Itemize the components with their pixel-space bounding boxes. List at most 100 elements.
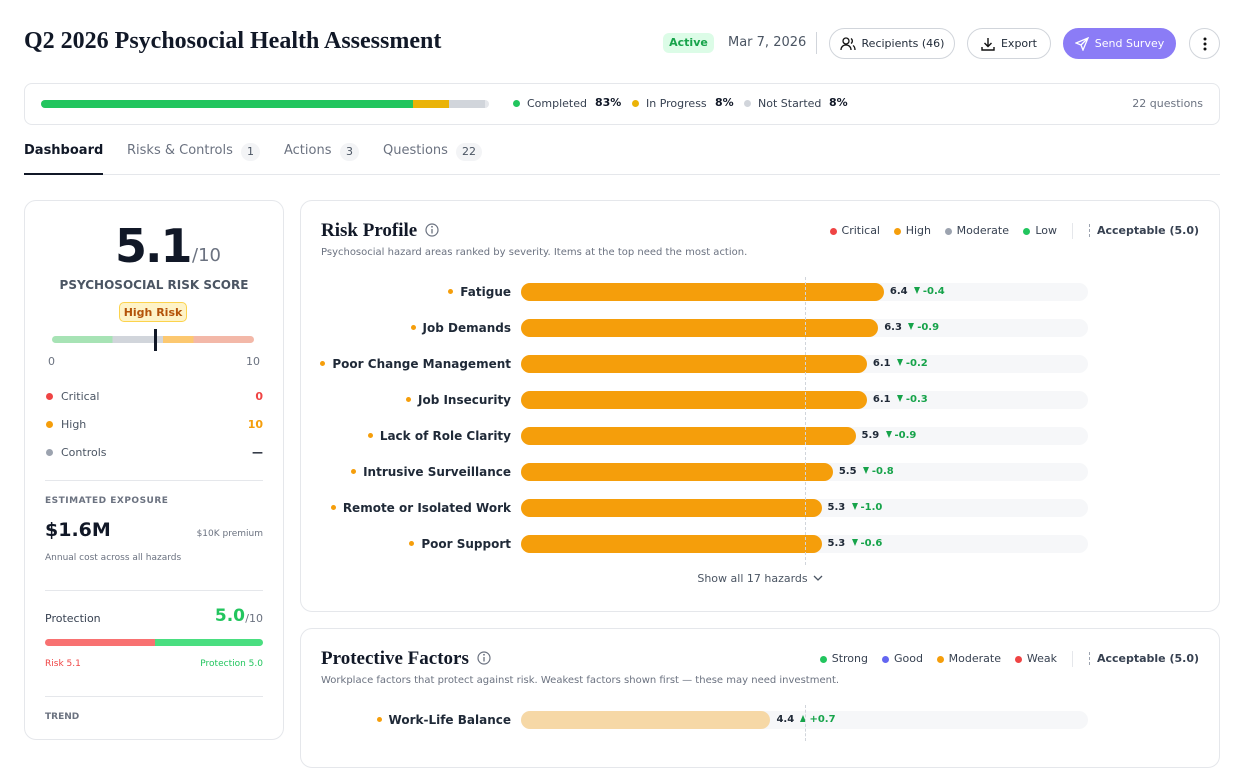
exposure-amount: $1.6M: [45, 519, 111, 541]
risk-profile-card: Risk Profile Psychosocial hazard areas ra…: [300, 200, 1220, 612]
delta-value: -0.8: [871, 466, 894, 477]
chevron: [813, 575, 823, 581]
show-all-link[interactable]: Show all 17 hazards: [301, 572, 1219, 585]
button-label: Export: [1000, 37, 1037, 50]
item-delta: -0.4: [913, 286, 945, 297]
progress-segment: [41, 100, 413, 108]
item-name: Work-Life Balance: [388, 713, 511, 727]
legend-separator: [1072, 223, 1073, 239]
legend-dot: [632, 100, 639, 107]
status-badge: Active: [663, 33, 714, 53]
info-icon[interactable]: [477, 651, 491, 665]
legend-label: In Progress: [646, 97, 707, 110]
delta-value: -0.4: [922, 286, 945, 297]
delta-arrow: [851, 503, 858, 510]
legend-dot: [894, 228, 901, 235]
item-name: Fatigue: [460, 285, 511, 299]
question-count: 22 questions: [1132, 97, 1203, 110]
delta-arrow: [896, 359, 903, 366]
item-name: Intrusive Surveillance: [363, 465, 511, 479]
divider: [45, 590, 263, 591]
legend-dot: [937, 656, 944, 663]
count-value: 0: [255, 390, 263, 403]
more-icon: [1203, 37, 1206, 50]
item-delta: -0.9: [885, 430, 916, 441]
item-delta: +0.7: [800, 714, 836, 725]
panel-subtitle: Workplace factors that protect against r…: [321, 675, 840, 686]
delta-value: -1.0: [860, 502, 883, 513]
item-dot: [368, 433, 373, 438]
legend-label: Completed: [527, 97, 587, 110]
protective-factors-card: Protective Factors Workplace factors that…: [300, 628, 1220, 768]
item-value: 4.4: [776, 714, 795, 725]
item-dot: [320, 361, 325, 366]
item-name: Job Insecurity: [417, 393, 511, 407]
panel-title: Risk Profile: [321, 220, 418, 241]
divider: [45, 480, 263, 481]
recipients-button[interactable]: Recipients (46): [829, 28, 955, 59]
tab[interactable]: Actions: [284, 143, 332, 158]
button-label: Send Survey: [1094, 37, 1165, 50]
tab[interactable]: Risks & Controls: [127, 143, 233, 158]
legend-label: Not Started: [758, 97, 822, 110]
item-value: 5.9: [861, 430, 880, 441]
more-button[interactable]: [1189, 28, 1220, 59]
tab-count: 1: [241, 143, 260, 161]
bar: [521, 499, 822, 517]
page-title: Q2 2026 Psychosocial Health Assessment: [24, 28, 442, 54]
item-dot: [448, 289, 453, 294]
item-delta: -0.2: [896, 358, 928, 369]
date: Mar 7, 2026: [728, 35, 807, 50]
score-scale-track: [52, 336, 254, 343]
page-body: Q2 2026 Psychosocial Health Assessment A…: [24, 28, 1220, 768]
users-icon: [839, 36, 856, 50]
legend-dot: [1023, 228, 1030, 235]
count-dot: [46, 393, 53, 400]
bar: [521, 391, 867, 409]
item-value: 5.3: [827, 502, 846, 513]
item-dot: [351, 469, 356, 474]
count-dot: [46, 421, 53, 428]
item-name: Remote or Isolated Work: [342, 501, 511, 515]
bar: [521, 355, 867, 373]
item-name: Poor Support: [421, 537, 511, 551]
info-icon[interactable]: [425, 223, 439, 237]
delta-arrow: [851, 539, 858, 546]
item-value: 6.1: [872, 358, 891, 369]
export-button[interactable]: Export: [967, 28, 1051, 59]
bar: [521, 427, 856, 445]
tab[interactable]: Dashboard: [24, 143, 104, 158]
progress-card: Completed 83% In Progress 8% Not Started 8% 22…: [24, 83, 1220, 125]
tab-underline: [24, 173, 103, 175]
send-icon: [1074, 36, 1089, 51]
count-label: Critical: [61, 390, 100, 403]
send-survey-button[interactable]: Send Survey: [1063, 28, 1176, 59]
tab-divider: [24, 174, 1220, 175]
count-value: 10: [247, 418, 263, 431]
item-value: 5.5: [838, 466, 857, 477]
delta-value: -0.6: [860, 538, 883, 549]
item-name: Job Demands: [422, 321, 511, 335]
panel-title: Protective Factors: [321, 648, 469, 669]
item-dot: [406, 397, 411, 402]
score-card: 5.1/10 PSYCHOSOCIAL RISK SCORE High Risk 0 1…: [24, 200, 284, 740]
delta-arrow: [913, 287, 920, 294]
trend-heading: TREND: [45, 712, 80, 722]
legend-dot: [820, 656, 827, 663]
item-delta: -1.0: [851, 502, 883, 513]
tab[interactable]: Questions: [383, 143, 448, 158]
delta-arrow: [862, 467, 869, 474]
legend-dot: [830, 228, 837, 235]
delta-value: -0.9: [917, 322, 940, 333]
score-marker: [154, 329, 158, 351]
bar: [521, 535, 822, 553]
count-value: —: [252, 446, 263, 459]
legend-value: 8%: [715, 96, 734, 109]
scale-max-label: 10: [246, 355, 260, 368]
legend-label: Moderate: [956, 224, 1009, 237]
threshold-legend: Acceptable (5.0): [1088, 652, 1199, 665]
threshold-legend: Acceptable (5.0): [1088, 224, 1199, 237]
divider: [45, 696, 263, 697]
legend-label: Strong: [831, 652, 868, 665]
legend-value: 83%: [595, 96, 622, 109]
